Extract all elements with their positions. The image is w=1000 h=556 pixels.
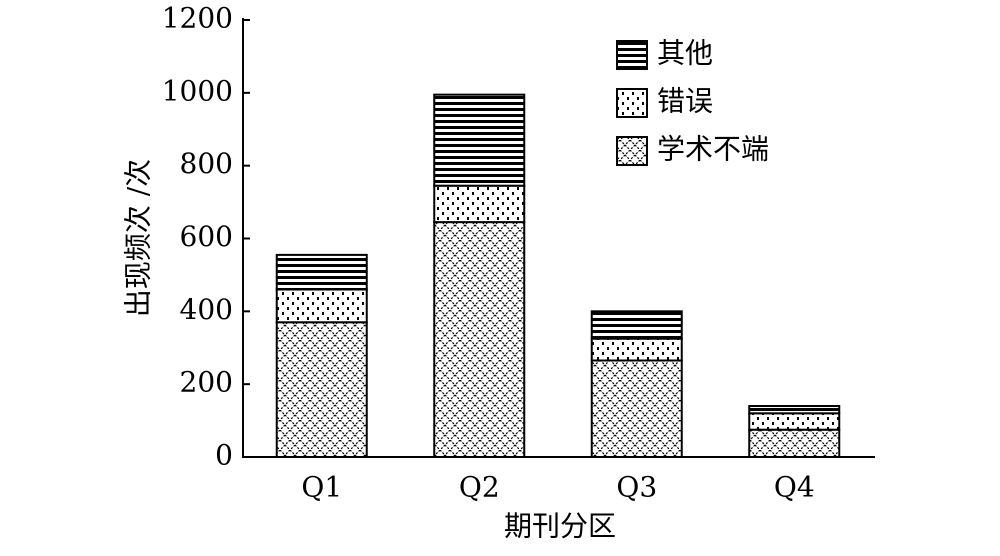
bar-segment xyxy=(275,253,368,291)
x-tick-label: Q2 xyxy=(459,471,500,504)
bar-segment xyxy=(590,359,683,458)
x-axis-label: 期刊分区 xyxy=(504,510,616,543)
y-tick-label: 400 xyxy=(180,293,233,326)
y-tick-label: 1200 xyxy=(162,2,233,35)
y-tick-label: 800 xyxy=(180,147,233,180)
x-tick-label: Q1 xyxy=(301,471,342,504)
bar-segment xyxy=(590,310,683,340)
bar-segment xyxy=(275,321,368,458)
bar-segment xyxy=(433,184,526,224)
y-tick-label: 0 xyxy=(215,439,233,472)
legend-swatch xyxy=(616,40,648,70)
x-tick-label: Q3 xyxy=(616,471,657,504)
bar-segment xyxy=(433,93,526,187)
y-tick-label: 600 xyxy=(180,220,233,253)
legend-swatch xyxy=(616,88,648,118)
legend-label: 学术不端 xyxy=(657,133,769,166)
bar-segment xyxy=(433,221,526,458)
bar-segment xyxy=(590,337,683,362)
bar-segment xyxy=(748,405,841,415)
legend-label: 错误 xyxy=(657,85,713,118)
bar-segment xyxy=(275,288,368,324)
bar-segment xyxy=(748,428,841,458)
y-axis-label: 出现频次 /次 xyxy=(122,159,155,317)
y-tick-label: 200 xyxy=(180,366,233,399)
y-tick-label: 1000 xyxy=(162,74,233,107)
x-tick-label: Q4 xyxy=(774,471,815,504)
bar-segment xyxy=(748,412,841,431)
legend-swatch xyxy=(616,136,648,166)
legend-label: 其他 xyxy=(657,37,713,70)
